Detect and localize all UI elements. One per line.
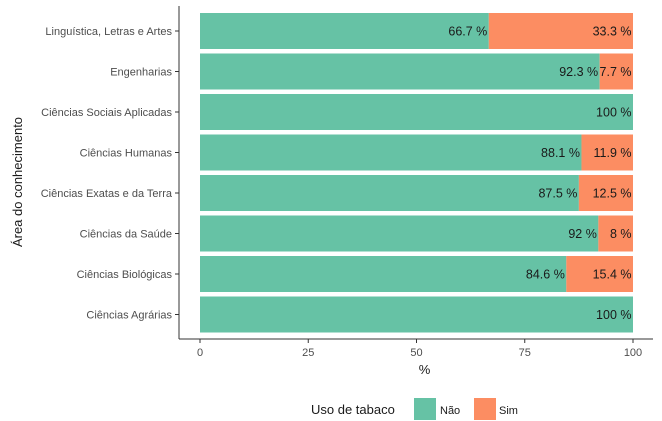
legend-label-nao: Não [440,405,460,417]
category-label: Ciências Exatas e da Terra [41,188,173,200]
data-label: 84.6 % [526,268,565,282]
bar-nao [200,134,582,171]
category-label: Ciências Sociais Aplicadas [41,107,172,119]
bar-nao [200,256,567,292]
bar-sim [598,215,633,252]
data-label: 12.5 % [593,187,632,201]
data-label: 33.3 % [593,25,632,39]
legend-key-nao [414,398,436,420]
bar-nao [200,296,633,333]
x-tick-label: 25 [302,347,314,359]
bar-nao [200,215,599,252]
bar-nao [200,53,600,90]
data-label: 92.3 % [559,65,598,79]
data-label: 92 % [568,227,597,241]
data-labels-group: 66.7 % 33.3 % 92.3 % 7.7 % 100 % 88.1 % 11.9 %… [448,25,631,323]
bar-sim [581,134,633,171]
data-label: 11.9 % [594,146,632,160]
category-label: Ciências da Saúde [80,229,172,241]
x-tick-label: 75 [519,347,531,359]
category-label: Engenharias [110,67,172,79]
x-axis-title: % [419,362,431,377]
legend: Uso de tabaco Não Sim [311,398,518,420]
category-label: Ciências Humanas [80,148,173,160]
data-label: 87.5 % [538,187,577,201]
bar-sim [566,256,633,292]
category-label: Linguística, Letras e Artes [45,26,172,38]
bar-nao [200,94,633,130]
data-label: 66.7 % [448,25,487,39]
data-label: 7.7 % [600,65,632,79]
legend-label-sim: Sim [499,405,518,417]
data-label: 88.1 % [541,146,580,160]
category-label: Ciências Biológicas [77,269,173,281]
x-ticks-group: 0 25 50 75 100 [197,339,642,359]
category-label: Ciências Agrárias [86,310,172,322]
data-label: 100 % [596,106,631,120]
bar-nao [200,175,579,211]
bar-sim [578,175,633,211]
category-labels-group: Linguística, Letras e Artes Engenharias Ci… [41,26,179,322]
legend-title: Uso de tabaco [311,402,395,417]
data-label: 8 % [610,227,632,241]
x-tick-label: 0 [197,347,203,359]
bar-nao [200,13,489,49]
y-axis-title: Área do conhecimento [10,117,25,247]
bar-sim [488,13,633,49]
x-tick-label: 100 [624,347,642,359]
x-tick-label: 50 [410,347,422,359]
bars-group [200,13,633,333]
legend-key-sim [474,398,496,420]
data-label: 15.4 % [593,268,632,282]
bar-sim [599,53,633,90]
data-label: 100 % [596,308,631,322]
